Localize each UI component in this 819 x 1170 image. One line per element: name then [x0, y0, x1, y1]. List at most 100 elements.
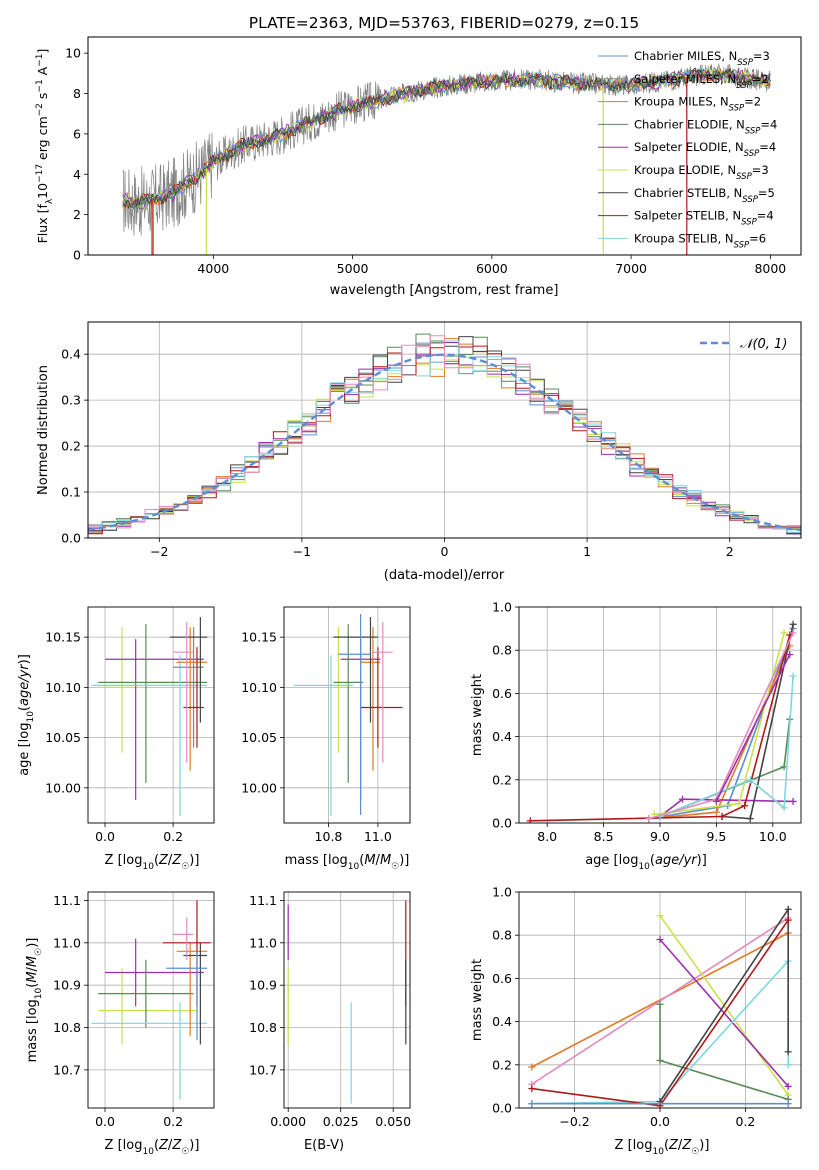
legend-entry-label: Chabrier MILES, NSSP=3 — [634, 49, 770, 68]
errorbar-points — [91, 617, 208, 816]
y-tick-label: 11.0 — [53, 935, 81, 950]
y-tick-label: 0.4 — [61, 347, 81, 362]
spectrum-plot-area — [122, 63, 771, 255]
y-tick-label: 10.10 — [45, 680, 81, 695]
axes-frame — [87, 606, 215, 824]
y-tick-label: 10.15 — [241, 630, 277, 645]
age-vs-metallicity-panel: 0.0 0.2 10.00 10.05 10.10 10.15 — [45, 606, 215, 844]
y-tick-label: 8 — [73, 86, 81, 101]
x-tick-label: 0.025 — [323, 1114, 359, 1129]
legend-entry-label: Kroupa MILES, NSSP=2 — [634, 95, 761, 114]
mass-ebv-xlabel: E(B-V) — [304, 1138, 344, 1153]
legend-entry-label: Salpeter MILES, NSSP=2 — [634, 72, 769, 91]
model-spectrum-line — [122, 68, 771, 211]
y-tick-label: 10.9 — [53, 978, 81, 993]
x-tick-label: 1 — [583, 544, 591, 559]
x-tick-label: 10.0 — [759, 829, 787, 844]
errorbar-points — [293, 614, 403, 816]
normal-legend-label: 𝒩(0, 1) — [740, 337, 787, 352]
normal-distribution-curve — [88, 353, 801, 532]
y-tick-label: 0.0 — [492, 816, 512, 831]
errorbar-points — [287, 900, 407, 1104]
massweight-series — [526, 620, 797, 823]
age-vs-mass-panel: 10.8 11.0 10.00 10.05 10.10 10.15 — [241, 606, 411, 844]
x-tick-label: 8.5 — [594, 829, 614, 844]
legend-entry-label: Salpeter STELIB, NSSP=4 — [634, 209, 774, 228]
x-tick-label: 9.0 — [650, 829, 670, 844]
residual-ticks: −2 −1 0 1 2 0.0 0.1 0.2 0.3 0.4 — [61, 321, 802, 559]
y-tick-label: 0.0 — [492, 1101, 512, 1116]
x-tick-label: 0.2 — [163, 1114, 183, 1129]
legend-entry-label: Kroupa ELODIE, NSSP=3 — [634, 163, 769, 182]
y-tick-label: 4 — [73, 167, 81, 182]
massweight-line — [530, 634, 791, 822]
legend-entry-label: Kroupa STELIB, NSSP=6 — [634, 231, 766, 250]
y-tick-label: 10.05 — [45, 730, 81, 745]
x-tick-label: 0 — [441, 544, 449, 559]
residual-ylabel: Normed distribution — [36, 365, 51, 495]
massweight-series — [528, 905, 792, 1108]
y-tick-label: 0.8 — [492, 928, 512, 943]
axes-frame — [87, 891, 215, 1109]
y-tick-label: 0.0 — [61, 531, 81, 546]
mw-z-ylabel: mass weight — [470, 959, 485, 1041]
y-tick-label: 0.8 — [492, 643, 512, 658]
errorbar-points — [91, 900, 211, 1100]
y-tick-label: 10.7 — [249, 1062, 277, 1077]
age-z-ylabel: age [log10(age/yr)] — [17, 654, 36, 776]
axes-frame — [87, 36, 802, 256]
legend-entry-label: Chabrier STELIB, NSSP=5 — [634, 186, 775, 205]
y-tick-label: 10.9 — [249, 978, 277, 993]
y-tick-label: 0.2 — [61, 439, 81, 454]
y-tick-label: 10.00 — [45, 780, 81, 795]
residual-panel: −2 −1 0 1 2 0.0 0.1 0.2 0.3 0.4 (data-model)/erro… — [36, 321, 802, 583]
age-z-xlabel: Z [log10(Z/Z☉)] — [105, 853, 200, 872]
x-tick-label: 11.0 — [364, 829, 392, 844]
axes-frame — [283, 891, 411, 1109]
x-tick-label: 0.2 — [163, 829, 183, 844]
mw-age-xlabel: age [log10(age/yr)] — [585, 853, 707, 872]
y-tick-label: 10 — [65, 46, 81, 61]
y-tick-label: 10.10 — [241, 680, 277, 695]
massweight-vs-metallicity-panel: −0.2 0.0 0.2 0.0 0.2 0.4 0.6 0.8 1.0 — [492, 885, 802, 1129]
spectrum-series — [122, 63, 771, 255]
y-tick-label: 0.1 — [61, 485, 81, 500]
massweight-line — [659, 676, 794, 818]
y-tick-label: 10.00 — [241, 780, 277, 795]
y-tick-label: 10.15 — [45, 630, 81, 645]
y-tick-label: 10.8 — [53, 1020, 81, 1035]
axes-frame — [283, 606, 411, 824]
spectrum-xlabel: wavelength [Angstrom, rest frame] — [330, 283, 559, 298]
x-tick-label: 5000 — [337, 261, 369, 276]
y-tick-label: 0.6 — [492, 686, 512, 701]
x-tick-label: 0.000 — [270, 1114, 306, 1129]
x-tick-label: 10.8 — [315, 829, 343, 844]
x-tick-label: 2 — [726, 544, 734, 559]
y-tick-label: 0.4 — [492, 729, 512, 744]
mass-z-ylabel: mass [log10(M/M☉)] — [25, 938, 44, 1063]
x-tick-label: 0.0 — [95, 1114, 115, 1129]
residual-legend: 𝒩(0, 1) — [700, 337, 787, 352]
x-tick-label: 6000 — [476, 261, 508, 276]
y-tick-label: 11.1 — [249, 893, 277, 908]
y-tick-label: 1.0 — [492, 600, 512, 615]
mw-age-ylabel: mass weight — [470, 674, 485, 756]
massweight-line — [715, 654, 791, 802]
x-tick-label: −1 — [293, 544, 311, 559]
x-tick-label: 8.0 — [537, 829, 557, 844]
y-tick-label: 0.2 — [492, 1057, 512, 1072]
y-tick-label: 6 — [73, 126, 81, 141]
spectrum-ticks: 4000 5000 6000 7000 8000 0 2 4 6 8 10 — [65, 36, 802, 276]
x-tick-label: −2 — [150, 544, 168, 559]
residual-histogram-step — [88, 335, 801, 533]
x-tick-label: −0.2 — [559, 1114, 589, 1129]
mass-vs-metallicity-panel: 0.0 0.2 10.7 10.8 10.9 11.0 11.1 — [53, 891, 215, 1129]
y-tick-label: 10.05 — [241, 730, 277, 745]
x-tick-label: 9.5 — [706, 829, 726, 844]
y-tick-label: 0.3 — [61, 393, 81, 408]
figure-title: PLATE=2363, MJD=53763, FIBERID=0279, z=0… — [249, 14, 639, 32]
x-tick-label: 0.0 — [95, 829, 115, 844]
x-tick-label: 8000 — [754, 261, 786, 276]
residual-histograms — [88, 333, 801, 535]
